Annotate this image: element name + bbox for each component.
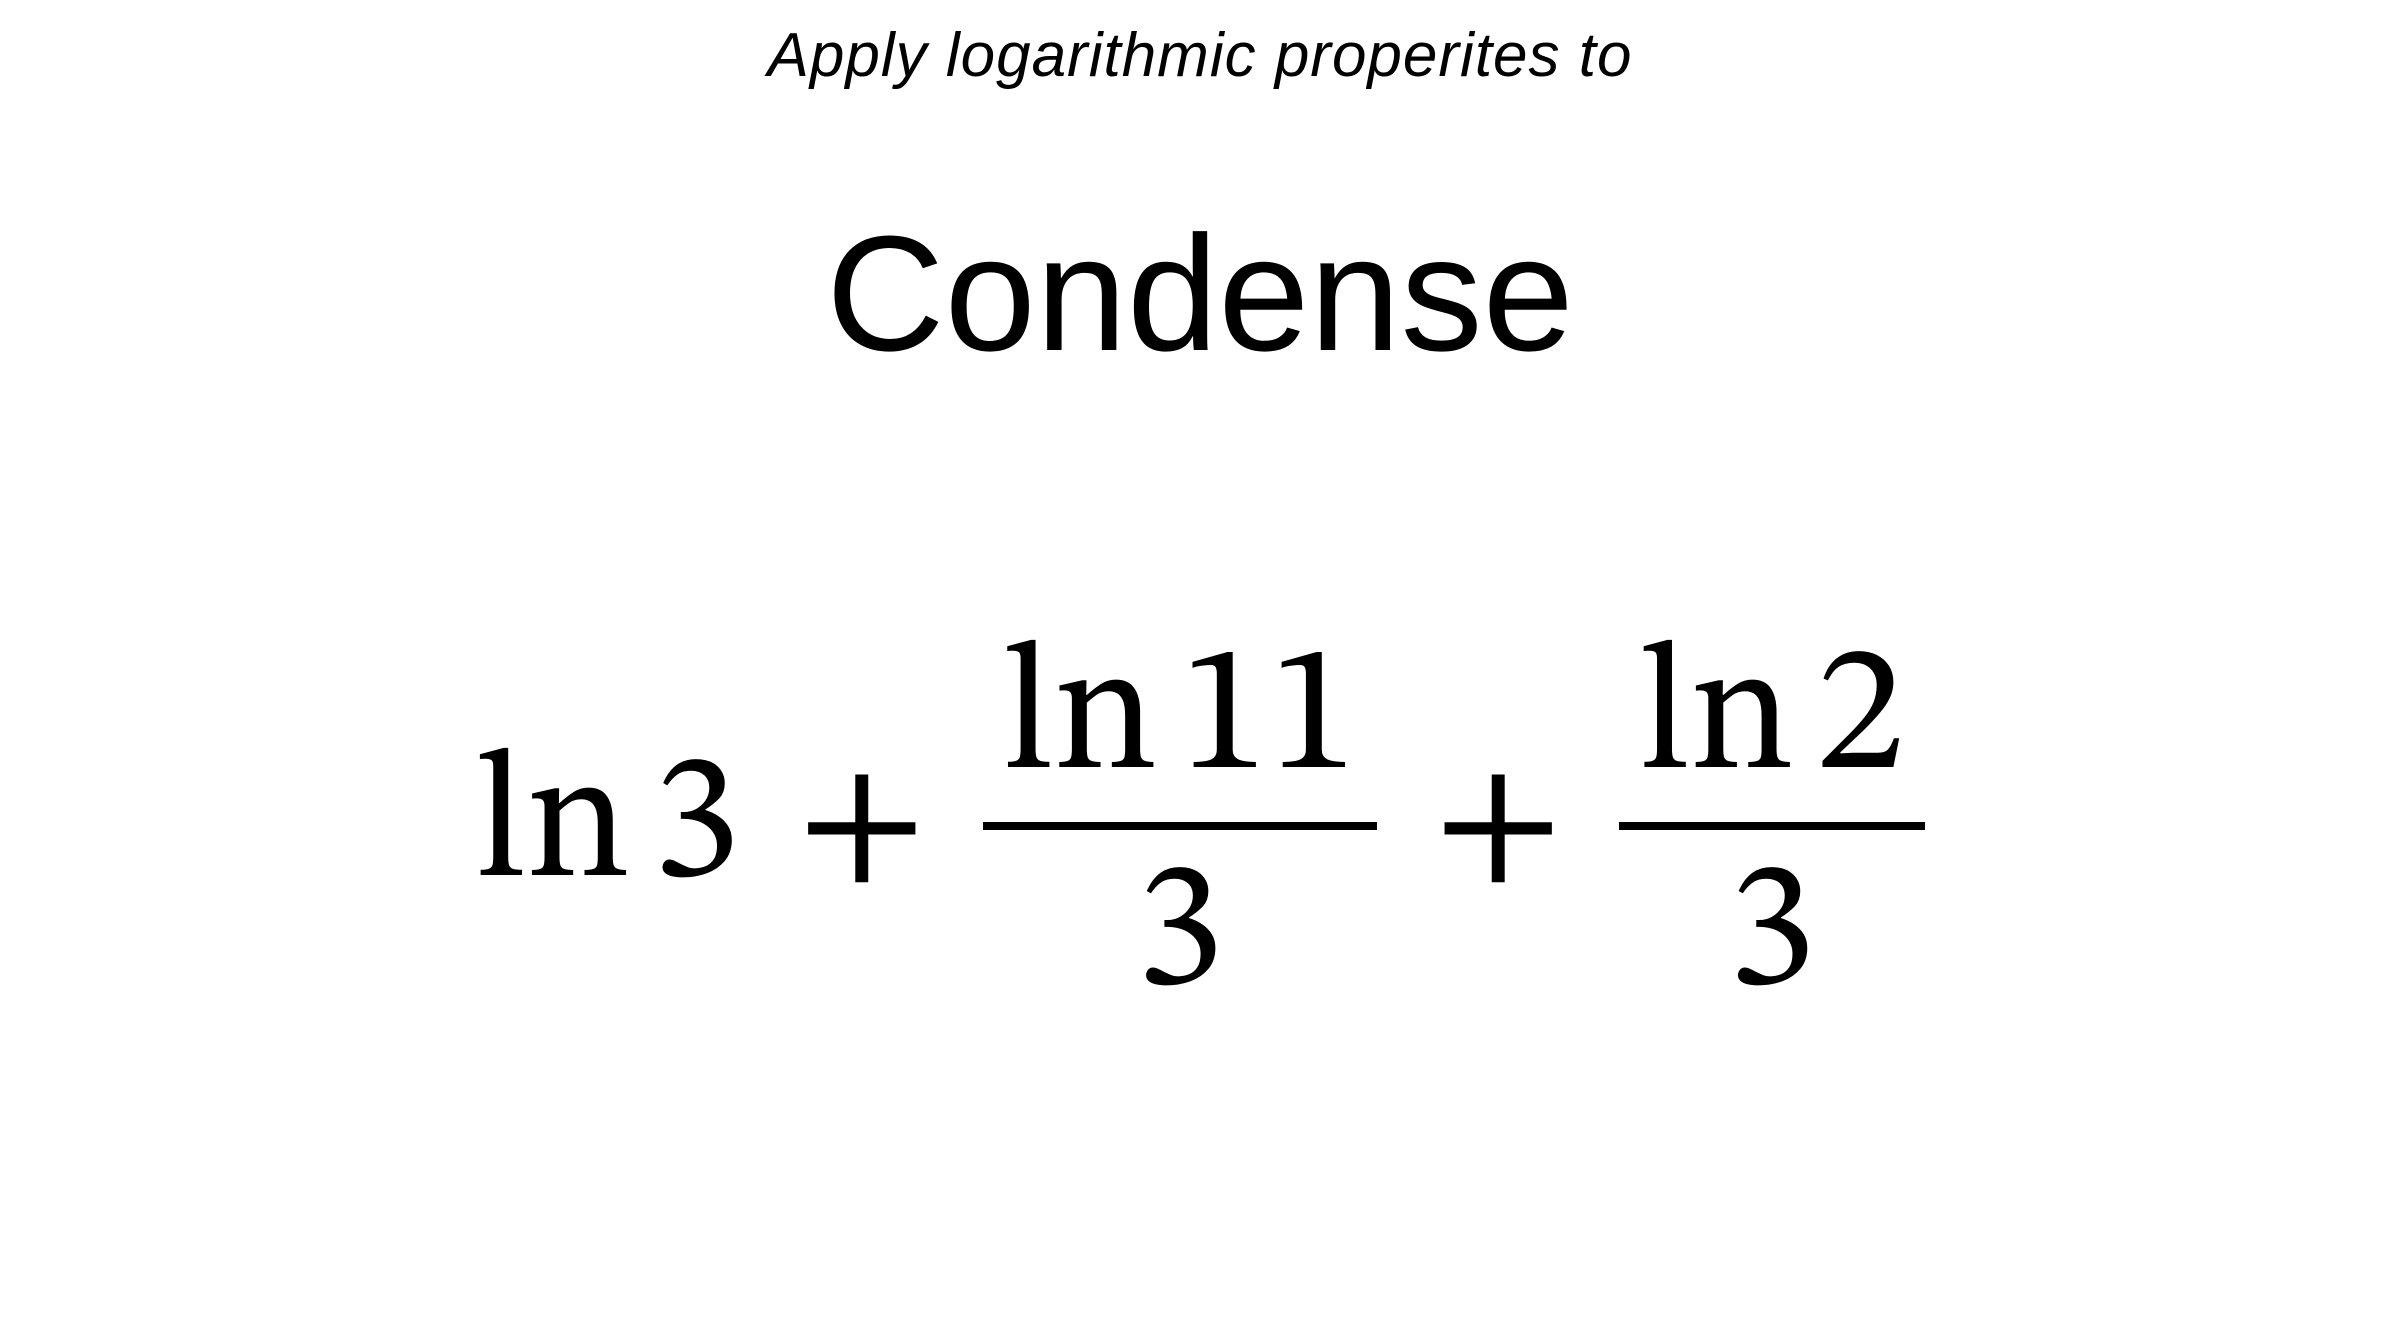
subtitle-text: Apply logarithmic properites to (0, 20, 2400, 91)
term-frac-ln11-3: ln 11 3 (983, 630, 1378, 1026)
plus-operator: + (1433, 716, 1563, 941)
term-frac-ln2-3: ln 2 3 (1619, 630, 1925, 1026)
ln-function: ln (1639, 630, 1794, 810)
fraction: ln 11 3 (983, 630, 1378, 1026)
plus-operator: + (797, 716, 927, 941)
ln-argument: 2 (1816, 630, 1905, 810)
fraction: ln 2 3 (1619, 630, 1925, 1026)
ln-function: ln (475, 716, 630, 941)
fraction-bar (1619, 822, 1925, 830)
ln-function: ln (1003, 630, 1158, 810)
fraction-denominator: 3 (1115, 830, 1244, 1026)
term-ln3: ln 3 (475, 716, 741, 941)
fraction-denominator: 3 (1707, 830, 1836, 1026)
math-equation: ln 3 + ln 11 3 + ln 2 3 (0, 630, 2400, 1026)
ln-argument: 3 (652, 716, 741, 941)
title-text: Condense (0, 200, 2400, 388)
fraction-numerator: ln 11 (983, 630, 1378, 822)
fraction-bar (983, 822, 1378, 830)
fraction-numerator: ln 2 (1619, 630, 1925, 822)
ln-argument: 11 (1179, 630, 1357, 810)
